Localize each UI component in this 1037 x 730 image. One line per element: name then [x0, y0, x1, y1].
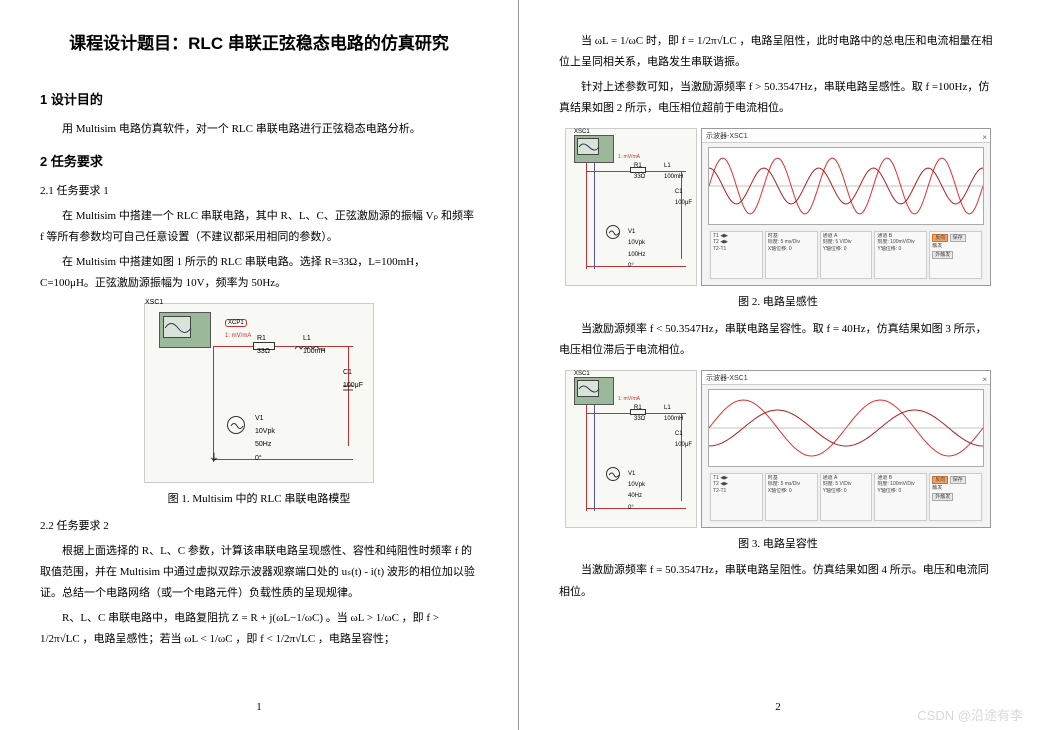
para: 当激励源频率 f = 50.3547Hz，串联电路呈阻性。仿真结果如图 4 所示…	[559, 560, 997, 603]
v-label: V110Vpk 100Hz 0°	[628, 227, 645, 273]
heading-2: 2 任务要求	[40, 150, 478, 175]
scope-controls: T1 ◀▶ T2 ◀▶ T2-T1 时基 标度: 5 ms/Div X轴位移: …	[708, 229, 984, 281]
source-icon	[606, 225, 620, 239]
cursor-readout: T1 ◀▶ T2 ◀▶ T2-T1	[710, 473, 763, 521]
wire	[586, 405, 587, 511]
inductor-icon	[295, 344, 325, 350]
fig2-caption: 图 2. 电路呈感性	[559, 292, 997, 313]
cursor-readout: T1 ◀▶ T2 ◀▶ T2-T1	[710, 231, 763, 279]
para: 在 Multisim 中搭建如图 1 所示的 RLC 串联电路。选择 R=33Ω…	[40, 252, 478, 295]
page-1: 课程设计题目：RLC 串联正弦稳态电路的仿真研究 1 设计目的 用 Multis…	[0, 0, 519, 730]
oscilloscope-icon	[574, 377, 614, 405]
channel-b-panel: 通道 B 刻度: 100mV/Div Y轴位移: 0	[874, 473, 927, 521]
page-number: 1	[256, 697, 262, 718]
ext-trigger-button[interactable]: 外触发	[932, 251, 953, 260]
wire	[213, 459, 353, 460]
circuit-diagram-2: XSC1 1: mV/mA R133Ω L1100mH C1100μF V110…	[565, 128, 697, 286]
scope-window-2: 示波器-XSC1 × T1 ◀▶ T2 ◀▶ T2-T1	[701, 128, 991, 286]
close-icon[interactable]: ×	[982, 372, 987, 387]
document-spread: 课程设计题目：RLC 串联正弦稳态电路的仿真研究 1 设计目的 用 Multis…	[0, 0, 1037, 730]
subheading-22: 2.2 任务要求 2	[40, 516, 478, 537]
para: 当 ωL = 1/ωC 时，即 f = 1/2π√LC ，电路呈阻性，此时电路中…	[559, 31, 997, 74]
scope-screen	[577, 138, 599, 155]
oscilloscope-icon	[159, 312, 211, 348]
v-label: V110Vpk 40Hz 0°	[628, 469, 645, 515]
figure-2: XSC1 1: mV/mA R133Ω L1100mH C1100μF V110…	[559, 128, 997, 286]
ground-icon: ⏚	[209, 449, 219, 468]
figure-1: XSC1 XCP1 1: mV/mA R1 33Ω	[40, 303, 478, 483]
capacitor-icon	[343, 384, 353, 394]
page-number: 2	[775, 697, 781, 718]
scope-window-title: 示波器-XSC1 ×	[702, 371, 990, 385]
wire	[594, 163, 595, 269]
fig1-caption: 图 1. Multisim 中的 RLC 串联电路模型	[40, 489, 478, 510]
para: R、L、C 串联电路中，电路复阻抗 Z = R + j(ωL−1/ωC) 。当 …	[40, 608, 478, 651]
scope-plot-2	[708, 147, 984, 225]
wire	[594, 405, 595, 511]
save-button[interactable]: 保存	[950, 476, 966, 485]
reverse-button[interactable]: 反向	[932, 234, 948, 243]
source-icon	[606, 467, 620, 481]
channel-b-panel: 通道 B 刻度: 100mV/Div Y轴位移: 0	[874, 231, 927, 279]
source-icon	[227, 416, 245, 434]
wire	[586, 163, 587, 269]
wire	[681, 171, 682, 259]
reverse-button[interactable]: 反向	[932, 476, 948, 485]
c-label: C1100μF	[675, 187, 692, 210]
heading-1: 1 设计目的	[40, 88, 478, 113]
para: 用 Multisim 电路仿真软件，对一个 RLC 串联电路进行正弦稳态电路分析…	[40, 119, 478, 140]
wire	[213, 346, 214, 462]
fig3-caption: 图 3. 电路呈容性	[559, 534, 997, 555]
scope-window-3: 示波器-XSC1 × T1 ◀▶ T2 ◀▶ T2-T1	[701, 370, 991, 528]
para: 当激励源频率 f < 50.3547Hz，串联电路呈容性。取 f = 40Hz，…	[559, 319, 997, 362]
channel-a-panel: 通道 A 刻度: 5 V/Div Y轴位移: 0	[820, 231, 873, 279]
trigger-panel: 反向 保存 触发 外触发	[929, 231, 982, 279]
save-button[interactable]: 保存	[950, 234, 966, 243]
doc-title: 课程设计题目：RLC 串联正弦稳态电路的仿真研究	[40, 28, 478, 60]
scope-label: XSC1	[145, 296, 163, 309]
scope-screen	[577, 380, 599, 397]
timebase-panel: 时基 标度: 5 ms/Div X轴位移: 0	[765, 231, 818, 279]
subheading-21: 2.1 任务要求 1	[40, 181, 478, 202]
r-label: R1 33Ω	[257, 332, 270, 359]
oscilloscope-icon	[574, 135, 614, 163]
l-label: L1100mH	[664, 161, 683, 184]
l-label: L1100mH	[664, 403, 683, 426]
para: 根据上面选择的 R、L、C 参数，计算该串联电路呈现感性、容性和纯阻性时频率 f…	[40, 541, 478, 605]
page-2: 当 ωL = 1/ωC 时，即 f = 1/2π√LC ，电路呈阻性，此时电路中…	[519, 0, 1037, 730]
r-label: R133Ω	[634, 161, 645, 184]
close-icon[interactable]: ×	[982, 130, 987, 145]
probe-label: XCP1 1: mV/mA	[225, 316, 251, 343]
v-label: V1 10Vpk 50Hz 0°	[255, 412, 275, 465]
timebase-panel: 时基 标度: 5 ms/Div X轴位移: 0	[765, 473, 818, 521]
figure-3: XSC1 1: mV/mA R133Ω L1100mH C1100μF V110…	[559, 370, 997, 528]
scope-window-title: 示波器-XSC1 ×	[702, 129, 990, 143]
channel-a-panel: 通道 A 刻度: 5 V/Div Y轴位移: 0	[820, 473, 873, 521]
circuit-diagram-3: XSC1 1: mV/mA R133Ω L1100mH C1100μF V110…	[565, 370, 697, 528]
c-label: C1100μF	[675, 429, 692, 452]
watermark: CSDN @沿途有李	[917, 705, 1023, 724]
trigger-panel: 反向 保存 触发 外触发	[929, 473, 982, 521]
wire	[213, 346, 353, 347]
para: 针对上述参数可知，当激励源频率 f > 50.3547Hz，串联电路呈感性。取 …	[559, 77, 997, 120]
r-label: R133Ω	[634, 403, 645, 426]
scope-controls: T1 ◀▶ T2 ◀▶ T2-T1 时基 标度: 5 ms/Div X轴位移: …	[708, 471, 984, 523]
circuit-diagram: XSC1 XCP1 1: mV/mA R1 33Ω	[144, 303, 374, 483]
para: 在 Multisim 中搭建一个 RLC 串联电路，其中 R、L、C、正弦激励源…	[40, 206, 478, 249]
scope-screen	[163, 316, 191, 338]
ext-trigger-button[interactable]: 外触发	[932, 493, 953, 502]
scope-plot-3	[708, 389, 984, 467]
wire	[348, 346, 349, 446]
wire	[681, 413, 682, 501]
